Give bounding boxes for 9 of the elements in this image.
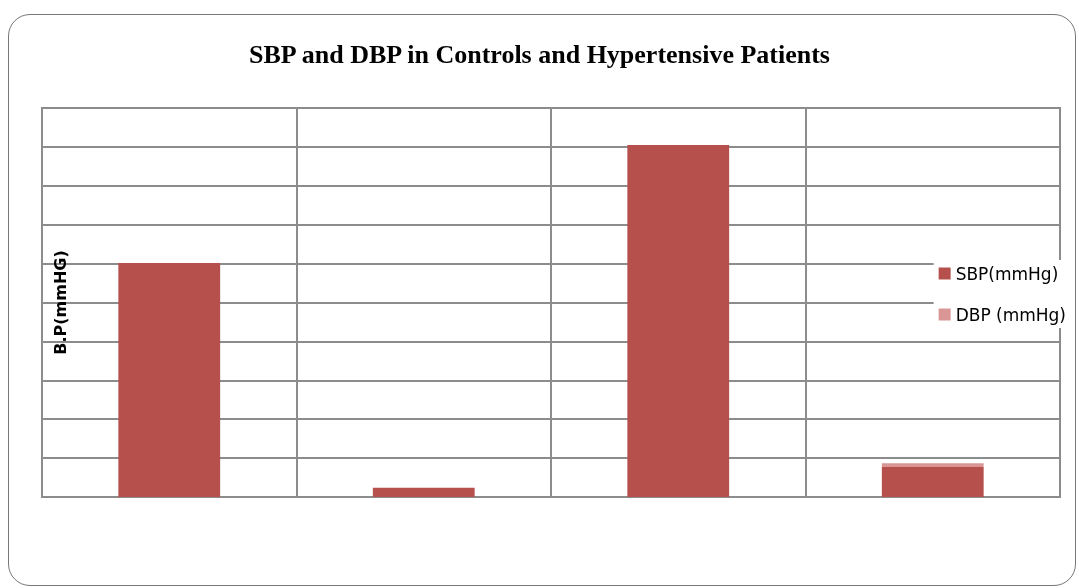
chart-title: SBP and DBP in Controls and Hypertensive Patients [249,39,830,69]
legend-label: DBP (mmHg) [955,304,1067,325]
y-axis-title: B.P(mmHG) [50,250,70,355]
legend-label: SBP(mmHg) [955,263,1059,284]
bar [118,262,221,497]
bar [881,467,984,497]
bar [627,144,730,497]
bar [881,463,984,468]
bar [372,487,475,497]
